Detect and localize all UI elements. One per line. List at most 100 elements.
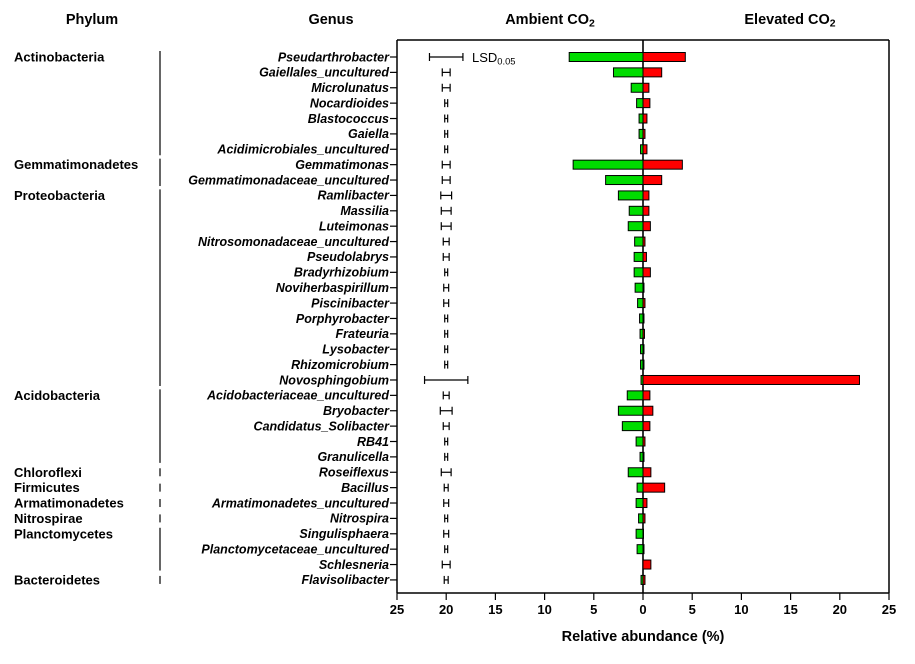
bar-elevated — [642, 328, 645, 339]
bar-ambient — [636, 98, 644, 109]
bar-elevated — [642, 128, 646, 139]
bar-ambient — [617, 405, 644, 416]
bar-ambient — [636, 482, 644, 493]
genus-label: Luteimonas — [319, 219, 389, 233]
bar-ambient — [637, 298, 644, 309]
bar-elevated — [642, 298, 646, 309]
genus-label: Massilia — [340, 204, 389, 218]
bar-elevated — [642, 359, 645, 370]
bar-ambient — [627, 467, 644, 478]
bar-ambient — [633, 251, 644, 262]
bar-elevated — [642, 482, 666, 493]
x-axis-tick-label: 25 — [882, 602, 896, 617]
genus-label: Gaiella — [348, 127, 389, 141]
bar-elevated — [642, 205, 650, 216]
genus-label: Acidobacteriaceae_uncultured — [206, 389, 389, 403]
bar-ambient — [634, 236, 644, 247]
bar-elevated — [642, 82, 650, 93]
genus-label: Nocardioides — [310, 96, 389, 110]
bar-elevated — [642, 190, 650, 201]
genus-label: Frateuria — [336, 327, 390, 341]
genus-label: Rhizomicrobium — [291, 358, 389, 372]
bar-ambient — [635, 528, 644, 539]
bar-ambient — [630, 82, 644, 93]
genus-label: RB41 — [357, 435, 389, 449]
bar-elevated — [642, 451, 645, 462]
phylum-label: Bacteroidetes — [14, 572, 100, 587]
genus-label: Acidimicrobiales_uncultured — [216, 143, 389, 157]
x-axis-tick-label: 5 — [689, 602, 696, 617]
genus-label: Gaiellales_uncultured — [259, 66, 389, 80]
lsd-legend-subscript: 0.05 — [497, 56, 516, 67]
x-axis-tick-label: 15 — [488, 602, 502, 617]
bar-elevated — [642, 344, 645, 355]
bar-ambient — [627, 221, 644, 232]
genus-label: Flavisolibacter — [301, 573, 390, 587]
phylum-label: Actinobacteria — [14, 50, 105, 65]
bar-elevated — [642, 467, 652, 478]
genus-label: Piscinibacter — [311, 296, 390, 310]
bar-ambient — [638, 113, 644, 124]
elevated-co2-subscript: 2 — [829, 18, 836, 30]
bar-elevated — [642, 67, 663, 78]
phylum-column-header: Phylum — [65, 12, 119, 28]
genus-label: Pseudarthrobacter — [278, 50, 390, 64]
genus-label: Noviherbaspirillum — [276, 281, 389, 295]
genus-label: Pseudolabrys — [307, 250, 389, 264]
genus-label: Novosphingobium — [279, 373, 389, 387]
x-axis-tick-label: 10 — [537, 602, 551, 617]
bar-elevated — [642, 113, 648, 124]
bar-elevated — [642, 559, 652, 570]
phylum-label: Proteobacteria — [14, 188, 106, 203]
bar-elevated — [642, 390, 651, 401]
genus-label: Ramlibacter — [317, 189, 390, 203]
genus-label: Bacillus — [341, 481, 389, 495]
genus-label: Candidatus_Solibacter — [254, 419, 391, 433]
bar-ambient — [636, 544, 644, 555]
bar-elevated — [642, 374, 860, 385]
genus-label: Blastococcus — [308, 112, 389, 126]
phylum-label: Gemmatimonadetes — [14, 157, 138, 172]
genus-label: Granulicella — [317, 450, 389, 464]
lsd-legend-label: LSD0.05 — [472, 50, 515, 66]
bar-elevated — [642, 313, 645, 324]
x-axis-tick-label: 10 — [734, 602, 748, 617]
bar-ambient — [621, 421, 644, 432]
bar-ambient — [638, 128, 644, 139]
genus-label: Gemmatimonadaceae_uncultured — [188, 173, 389, 187]
phylum-label: Firmicutes — [14, 480, 80, 495]
bar-elevated — [642, 159, 683, 170]
ambient-co2-subscript: 2 — [588, 18, 595, 30]
elevated-co2-header: Elevated CO2 — [690, 12, 890, 30]
bar-elevated — [642, 544, 645, 555]
bar-ambient — [572, 159, 644, 170]
phylum-label: Nitrospirae — [14, 511, 83, 526]
ambient-co2-header: Ambient CO2 — [450, 12, 650, 30]
genus-label: Bradyrhizobium — [294, 266, 389, 280]
bar-ambient — [628, 205, 644, 216]
bar-ambient — [639, 313, 644, 324]
bar-elevated — [642, 251, 647, 262]
bar-ambient — [634, 282, 644, 293]
bar-elevated — [642, 513, 646, 524]
bar-elevated — [642, 267, 651, 278]
x-axis-tick-label: 20 — [833, 602, 847, 617]
bar-elevated — [642, 436, 646, 447]
bar-elevated — [642, 574, 646, 585]
bar-elevated — [642, 52, 686, 62]
x-axis-tick-label: 0 — [639, 602, 646, 617]
bar-ambient — [617, 190, 644, 201]
x-axis-title: Relative abundance (%) — [562, 629, 725, 645]
x-axis-tick-label: 5 — [590, 602, 597, 617]
bar-ambient — [568, 52, 644, 62]
bar-elevated — [642, 221, 651, 232]
x-axis-tick-label: 25 — [390, 602, 404, 617]
phylum-label: Chloroflexi — [14, 465, 82, 480]
bar-elevated — [642, 405, 654, 416]
bar-ambient — [612, 67, 644, 78]
bar-elevated — [642, 498, 648, 509]
bar-ambient — [635, 436, 644, 447]
bar-ambient — [633, 267, 644, 278]
genus-label: Gemmatimonas — [295, 158, 389, 172]
